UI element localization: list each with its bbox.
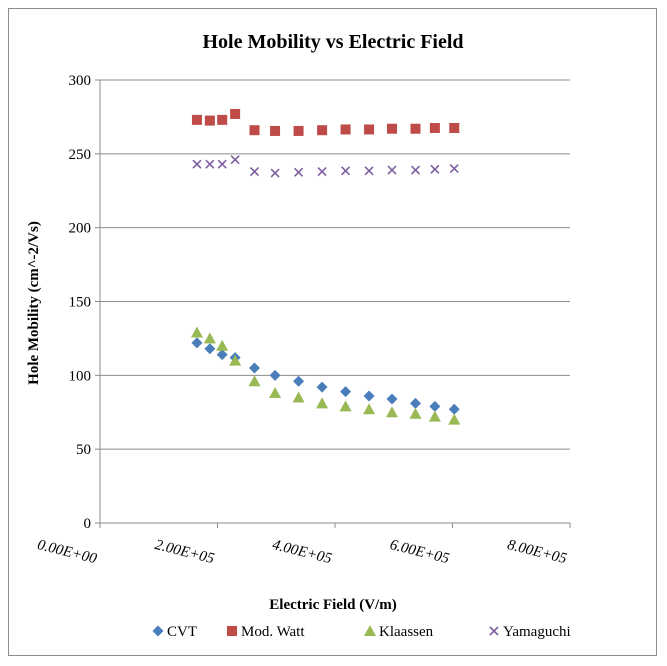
data-point — [230, 155, 240, 165]
data-point — [317, 125, 328, 136]
data-point — [429, 122, 440, 133]
data-point — [386, 393, 398, 405]
data-point — [316, 381, 328, 393]
legend-marker — [227, 626, 237, 636]
x-tick-label: 6.00E+05 — [388, 537, 451, 567]
data-point — [364, 124, 375, 135]
data-point — [217, 114, 228, 125]
y-tick-label: 200 — [69, 221, 92, 237]
data-point — [192, 159, 202, 169]
data-point — [190, 326, 203, 338]
data-point — [386, 123, 397, 134]
data-point — [249, 125, 260, 136]
data-point — [340, 124, 351, 135]
data-point — [216, 349, 228, 361]
data-point — [339, 400, 352, 412]
data-point — [294, 167, 304, 177]
x-tick-label: 8.00E+05 — [506, 537, 569, 567]
chart-frame — [8, 8, 657, 656]
x-tick-labels: 0.00E+00 2.00E+05 4.00E+05 6.00E+05 8.00E+05 — [36, 537, 569, 567]
data-points — [190, 108, 461, 425]
data-point — [448, 413, 461, 425]
data-point — [430, 164, 440, 174]
data-point — [316, 397, 329, 409]
x-tick-label: 0.00E+00 — [36, 537, 99, 567]
legend-marker — [364, 625, 376, 636]
y-tick-label: 100 — [69, 368, 92, 384]
data-point — [364, 166, 374, 176]
y-tick-labels: 0 50 100 150 200 250 300 — [69, 73, 92, 532]
data-point — [249, 166, 260, 177]
legend-label: Klaassen — [379, 624, 434, 640]
y-tick-label: 150 — [69, 295, 92, 311]
data-point — [429, 400, 441, 412]
y-tick-label: 50 — [76, 442, 91, 458]
data-point — [448, 403, 460, 415]
data-point — [217, 159, 227, 169]
y-tick-label: 0 — [84, 516, 92, 532]
data-point — [270, 125, 281, 136]
grid-lines — [100, 79, 570, 450]
data-point — [409, 407, 422, 419]
x-tick-label: 4.00E+05 — [271, 537, 334, 567]
data-point — [191, 337, 203, 349]
data-point — [363, 390, 375, 402]
data-point — [293, 375, 305, 387]
data-point — [230, 108, 241, 119]
legend-label: CVT — [167, 624, 197, 640]
x-axis-title: Electric Field (V/m) — [269, 597, 396, 613]
legend-label: Mod. Watt — [241, 624, 305, 640]
data-point — [317, 166, 327, 177]
data-point — [363, 403, 376, 415]
chart-title: Hole Mobility vs Electric Field — [202, 31, 463, 53]
data-point — [409, 397, 421, 409]
legend: CVT Mod. Watt Klaassen Yamaguchi — [152, 624, 571, 640]
legend-label: Yamaguchi — [503, 624, 571, 640]
data-point — [229, 354, 242, 366]
data-point — [410, 165, 421, 175]
data-point — [269, 387, 282, 399]
x-tick-label: 2.00E+05 — [153, 537, 216, 567]
data-point — [204, 115, 215, 126]
data-point — [249, 362, 261, 374]
y-tick-label: 300 — [69, 73, 92, 89]
data-point — [248, 375, 261, 387]
data-point — [340, 386, 352, 398]
data-point — [203, 332, 216, 344]
data-point — [269, 369, 281, 381]
data-point — [191, 114, 202, 125]
axes — [95, 79, 571, 528]
data-point — [204, 343, 216, 355]
data-point — [293, 125, 304, 136]
data-point — [385, 406, 398, 418]
data-point — [292, 391, 305, 403]
data-point — [449, 122, 460, 133]
data-point — [270, 168, 280, 178]
data-point — [216, 339, 229, 351]
legend-marker — [489, 626, 499, 636]
data-point — [449, 164, 459, 174]
data-point — [341, 166, 351, 176]
data-point — [428, 410, 441, 422]
y-tick-label: 250 — [69, 147, 92, 163]
legend-marker — [152, 625, 164, 637]
data-point — [387, 165, 397, 175]
data-point — [205, 159, 215, 169]
data-point — [410, 123, 421, 134]
y-axis-title: Hole Mobility (cm^-2/Vs) — [26, 221, 42, 385]
